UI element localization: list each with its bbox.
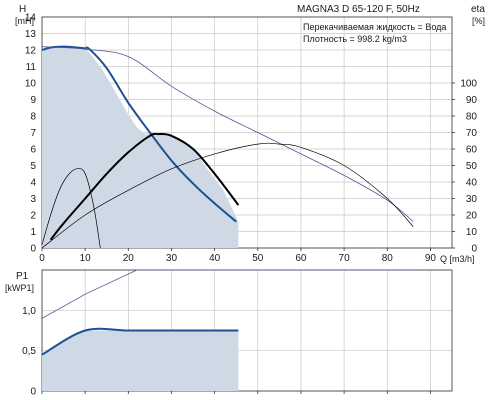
- x-tick-label: 30: [166, 253, 178, 264]
- x-tick-label: 20: [123, 253, 135, 264]
- eta-tick-label: 90: [466, 95, 478, 106]
- eta-unit: [%]: [472, 16, 485, 26]
- x-tick-label: 80: [382, 253, 394, 264]
- p1-tick-label: 1,0: [22, 306, 36, 317]
- h-tick-label: 11: [26, 62, 37, 73]
- h-tick-label: 10: [25, 79, 37, 90]
- eta-tick-label: 0: [471, 244, 477, 255]
- eta-tick-label: 50: [466, 161, 478, 172]
- eta-max: [49, 132, 240, 241]
- h-tick-label: 0: [30, 244, 36, 255]
- x-tick-label: 10: [80, 253, 92, 264]
- h-tick-label: 12: [25, 46, 37, 57]
- eta-tick-label: 30: [466, 194, 478, 205]
- h-tick-label: 2: [30, 211, 36, 222]
- h-tick-label: 7: [30, 128, 36, 139]
- p1-axis-label: P1: [16, 271, 29, 282]
- h-tick-label: 9: [30, 95, 36, 106]
- x-tick-label: 0: [39, 253, 45, 264]
- eta-tick-label: 70: [466, 128, 478, 139]
- x-tick-label: 40: [209, 253, 221, 264]
- h-tick-label: 14: [25, 13, 37, 24]
- h-tick-label: 4: [30, 178, 36, 189]
- h-tick-label: 8: [30, 112, 36, 123]
- max-curve: [41, 45, 237, 223]
- power-operating-area: [42, 330, 239, 391]
- eta-tick-label: 100: [460, 79, 477, 90]
- h-tick-label: 1: [30, 227, 36, 238]
- x-tick-label: 90: [425, 253, 437, 264]
- h-unit: [mH]: [15, 16, 34, 26]
- eta-thin: [41, 142, 414, 249]
- h-tick-label: 6: [30, 145, 36, 156]
- p1-tick-label: 0,5: [22, 346, 36, 357]
- h-tick-label: 3: [30, 194, 36, 205]
- p1-max: [41, 327, 239, 356]
- eta-axis-label: eta: [471, 4, 485, 15]
- operating-area: [42, 46, 239, 249]
- x-tick-label: 50: [252, 253, 264, 264]
- p1-tick-label: 0: [30, 387, 36, 398]
- x-tick-label: 60: [295, 253, 307, 264]
- q-axis-label: Q [m3/h]: [440, 254, 475, 264]
- h-tick-label: 5: [30, 161, 36, 172]
- x-tick-label: 70: [339, 253, 351, 264]
- eta-min: [41, 168, 101, 249]
- eta-tick-label: 60: [466, 145, 478, 156]
- eta-tick-label: 10: [466, 227, 478, 238]
- h-tick-label: 13: [25, 29, 37, 40]
- h-axis-label: H: [19, 4, 26, 15]
- fluid-info: Перекачиваемая жидкость = Вода: [303, 22, 446, 32]
- p1-thin: [41, 269, 414, 319]
- eta-tick-label: 20: [466, 211, 478, 222]
- max-speed-thin: [41, 46, 414, 222]
- eta-tick-label: 40: [466, 178, 478, 189]
- chart-title: MAGNA3 D 65-120 F, 50Hz: [297, 4, 420, 15]
- p1-unit: [kWP1]: [5, 283, 34, 293]
- eta-tick-label: 80: [466, 112, 478, 123]
- density-info: Плотность = 998.2 kg/m3: [303, 34, 407, 44]
